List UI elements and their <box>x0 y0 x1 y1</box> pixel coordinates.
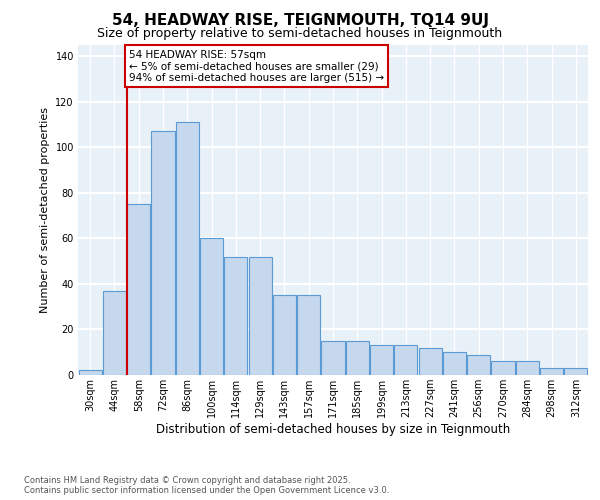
Text: 54 HEADWAY RISE: 57sqm
← 5% of semi-detached houses are smaller (29)
94% of semi: 54 HEADWAY RISE: 57sqm ← 5% of semi-deta… <box>129 50 384 83</box>
Text: Size of property relative to semi-detached houses in Teignmouth: Size of property relative to semi-detach… <box>97 28 503 40</box>
Bar <box>103 291 126 375</box>
Bar <box>322 341 344 375</box>
Bar <box>200 238 223 375</box>
Bar <box>273 296 296 375</box>
Bar <box>540 368 563 375</box>
Bar <box>491 362 515 375</box>
Bar <box>224 256 247 375</box>
X-axis label: Distribution of semi-detached houses by size in Teignmouth: Distribution of semi-detached houses by … <box>156 423 510 436</box>
Text: Contains HM Land Registry data © Crown copyright and database right 2025.
Contai: Contains HM Land Registry data © Crown c… <box>24 476 389 495</box>
Bar <box>370 346 393 375</box>
Y-axis label: Number of semi-detached properties: Number of semi-detached properties <box>40 107 50 313</box>
Text: 54, HEADWAY RISE, TEIGNMOUTH, TQ14 9UJ: 54, HEADWAY RISE, TEIGNMOUTH, TQ14 9UJ <box>112 12 488 28</box>
Bar <box>151 132 175 375</box>
Bar <box>516 362 539 375</box>
Bar <box>176 122 199 375</box>
Bar <box>443 352 466 375</box>
Bar <box>467 354 490 375</box>
Bar <box>419 348 442 375</box>
Bar <box>248 256 272 375</box>
Bar <box>127 204 150 375</box>
Bar <box>394 346 418 375</box>
Bar <box>297 296 320 375</box>
Bar <box>79 370 101 375</box>
Bar <box>346 341 369 375</box>
Bar <box>565 368 587 375</box>
